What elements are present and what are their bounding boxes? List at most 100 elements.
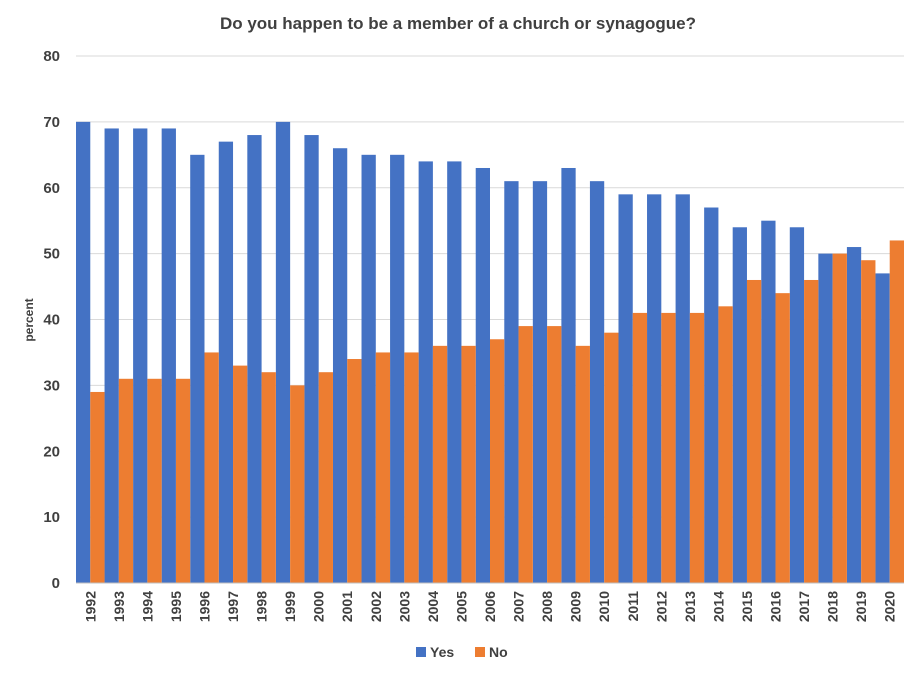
x-tick-label: 2017 (796, 591, 812, 622)
bar-no-2006 (490, 339, 505, 583)
bar-yes-2001 (332, 148, 348, 584)
bar-no-2011 (632, 312, 648, 583)
bar-no-1993 (118, 378, 134, 583)
bar-yes-2007 (504, 181, 519, 583)
x-tick-label: 2001 (339, 591, 355, 622)
bar-yes-2000 (304, 135, 319, 584)
bars (76, 121, 904, 584)
bar-no-1992 (90, 391, 105, 583)
bar-yes-1992 (76, 121, 91, 584)
bar-yes-2010 (589, 181, 605, 583)
bar-yes-2004 (418, 161, 433, 583)
bar-yes-1999 (275, 121, 291, 584)
bar-no-2012 (661, 312, 676, 583)
bar-no-2014 (718, 306, 733, 583)
y-tick-label: 0 (52, 575, 60, 592)
bar-no-2001 (347, 359, 362, 583)
y-tick-label: 10 (43, 509, 60, 526)
bar-no-2005 (461, 345, 476, 583)
bar-no-1996 (204, 352, 219, 583)
bar-no-2007 (518, 326, 533, 583)
legend-swatch-no (475, 647, 485, 657)
x-tick-label: 2007 (511, 591, 527, 622)
x-tick-label: 1996 (196, 591, 212, 622)
x-tick-label: 2019 (853, 591, 869, 622)
x-tick-label: 2009 (568, 591, 584, 622)
bar-yes-2012 (647, 194, 662, 583)
x-tick-label: 2003 (396, 591, 412, 622)
x-tick-label: 2000 (311, 591, 327, 622)
y-tick-label: 70 (43, 114, 60, 131)
bar-no-2010 (604, 332, 619, 583)
bar-no-2000 (318, 372, 333, 583)
x-tick-label: 1995 (168, 591, 184, 622)
x-tick-label: 2014 (710, 591, 726, 622)
bar-yes-2006 (475, 167, 490, 584)
x-tick-label: 1997 (225, 591, 241, 622)
bar-no-2008 (547, 326, 562, 583)
bar-yes-2005 (447, 161, 462, 583)
bar-yes-2011 (618, 194, 633, 583)
x-tick-label: 2006 (482, 591, 498, 622)
x-tick-label: 2005 (453, 591, 469, 622)
bar-yes-2013 (675, 194, 690, 583)
legend-swatch-yes (416, 647, 426, 657)
bar-yes-2016 (761, 220, 776, 583)
bar-no-1995 (175, 378, 191, 583)
bar-yes-1993 (104, 128, 119, 583)
x-tick-label: 1992 (82, 591, 98, 622)
x-tick-label: 2008 (539, 591, 555, 622)
bar-yes-2020 (875, 273, 890, 583)
x-tick-label: 2013 (682, 591, 698, 622)
x-tick-label: 2011 (625, 591, 641, 622)
x-tick-label: 2018 (825, 591, 841, 622)
bar-no-2003 (404, 352, 419, 583)
y-tick-label: 50 (43, 246, 60, 263)
bar-yes-1994 (133, 128, 148, 583)
x-axis-ticks: 1992 1993 1994 1995 1996 1997 1998 1999 2000 2001… (82, 591, 897, 622)
bar-yes-2003 (390, 154, 405, 583)
legend: Yes No (416, 644, 508, 660)
x-tick-label: 2015 (739, 591, 755, 622)
bar-yes-2017 (789, 227, 805, 583)
bar-yes-2019 (846, 247, 862, 584)
x-tick-label: 2020 (882, 591, 898, 622)
bar-yes-2018 (818, 253, 833, 584)
bar-no-1994 (147, 378, 162, 583)
bar-yes-2014 (704, 207, 719, 583)
bar-no-2002 (375, 352, 391, 583)
bar-no-2004 (432, 345, 448, 583)
bar-yes-1996 (190, 154, 205, 583)
bar-no-2019 (861, 260, 876, 583)
bar-yes-2008 (532, 181, 548, 583)
x-tick-label: 1998 (254, 591, 270, 622)
x-tick-label: 1994 (139, 591, 155, 622)
x-tick-label: 2002 (368, 591, 384, 622)
x-tick-label: 1993 (111, 591, 127, 622)
x-tick-label: 1999 (282, 591, 298, 622)
chart-title: Do you happen to be a member of a church… (220, 14, 696, 33)
y-tick-label: 20 (43, 443, 60, 460)
y-tick-label: 40 (43, 312, 60, 329)
bar-yes-1998 (247, 135, 262, 584)
y-tick-label: 80 (43, 48, 60, 65)
y-tick-label: 30 (43, 377, 60, 394)
bar-no-2020 (889, 240, 904, 583)
bar-no-2009 (575, 345, 590, 583)
bar-yes-1995 (161, 128, 176, 583)
x-tick-label: 2016 (768, 591, 784, 622)
legend-label-yes: Yes (430, 644, 454, 660)
y-axis-label: percent (22, 298, 36, 341)
bar-no-2018 (832, 253, 847, 584)
bar-no-2016 (775, 293, 790, 583)
bar-yes-2015 (732, 227, 747, 583)
y-axis-ticks: 0 10 20 30 40 50 60 70 80 (43, 48, 60, 592)
bar-yes-2002 (361, 154, 376, 583)
bar-yes-2009 (561, 167, 576, 584)
bar-yes-1997 (218, 141, 234, 583)
bar-no-1999 (290, 385, 305, 584)
x-tick-label: 2010 (596, 591, 612, 622)
bar-no-2017 (804, 279, 819, 583)
